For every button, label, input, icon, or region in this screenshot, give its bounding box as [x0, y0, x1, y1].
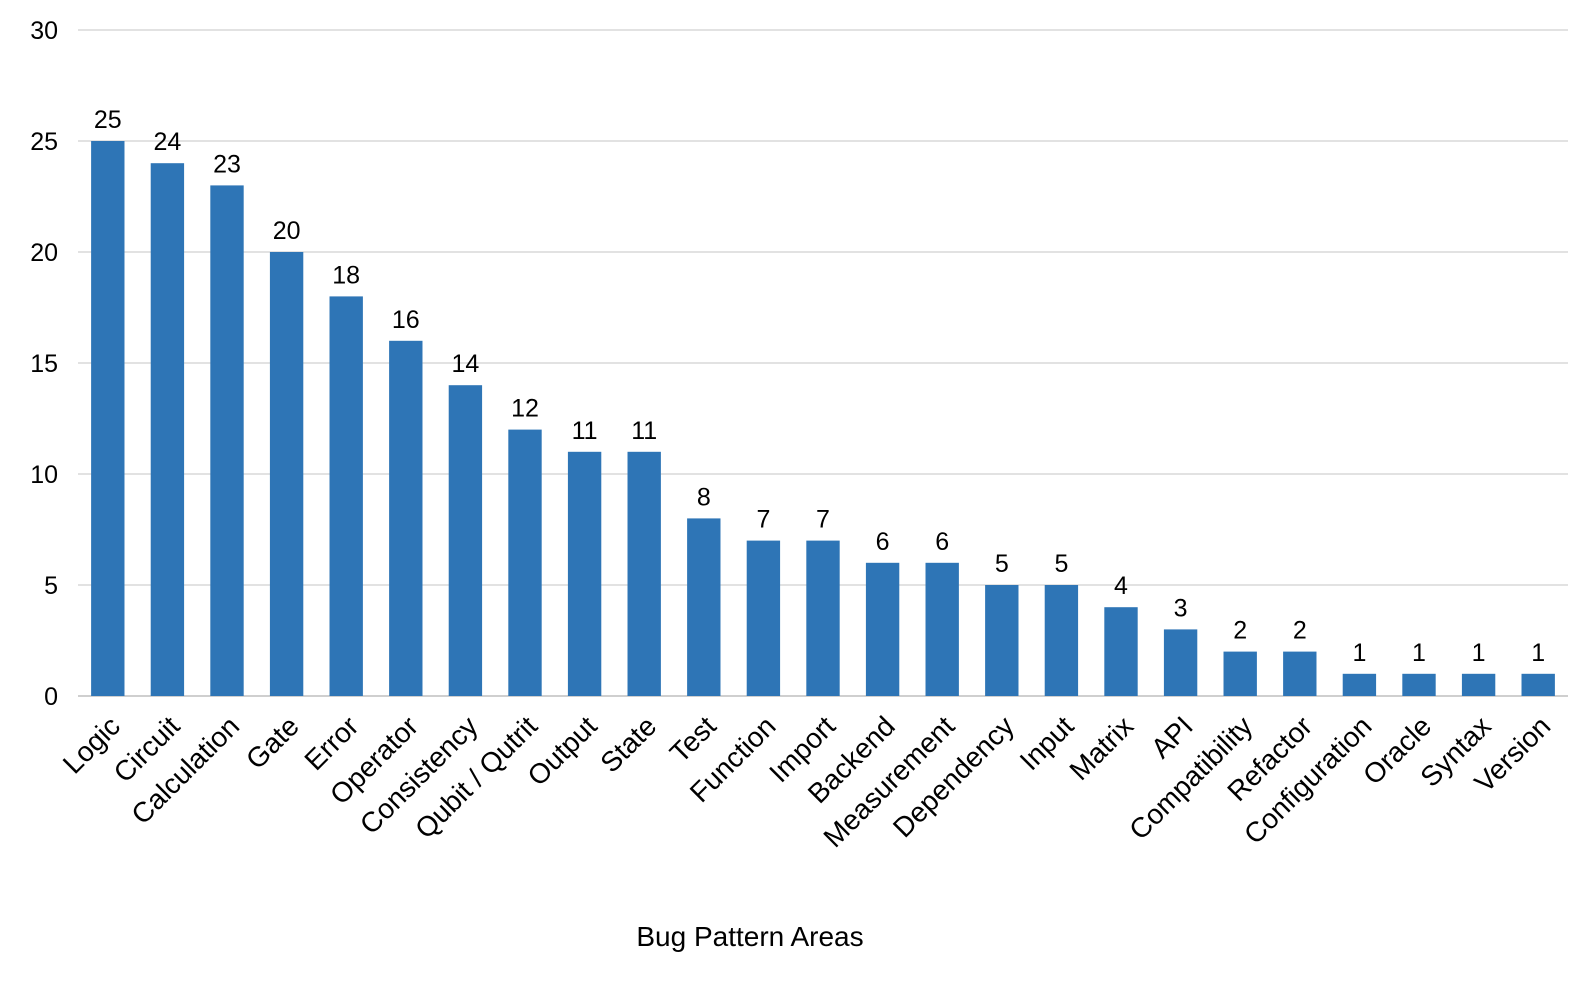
bar — [687, 518, 721, 696]
data-label: 4 — [1114, 572, 1128, 600]
bars — [91, 141, 1555, 696]
bar — [1402, 673, 1436, 696]
bar — [567, 451, 602, 696]
y-tick-label: 10 — [30, 461, 58, 489]
bar — [389, 340, 423, 696]
bar — [865, 562, 900, 696]
data-label: 12 — [511, 395, 539, 423]
data-label: 3 — [1174, 594, 1188, 622]
bar — [806, 540, 840, 696]
bar — [1044, 585, 1079, 696]
data-label: 6 — [935, 528, 949, 556]
data-label: 1 — [1472, 639, 1486, 667]
bar — [1163, 629, 1198, 696]
data-label: 16 — [392, 306, 420, 334]
bar — [925, 562, 959, 696]
bar — [1342, 673, 1377, 696]
data-label: 7 — [816, 506, 830, 534]
bar — [1283, 651, 1317, 696]
bar — [508, 429, 542, 696]
data-label: 1 — [1352, 639, 1366, 667]
bar — [1223, 651, 1257, 696]
y-axis-tick-labels: 0 5 10 15 20 25 30 — [30, 17, 58, 711]
y-tick-label: 15 — [30, 350, 58, 378]
data-label: 5 — [995, 550, 1009, 578]
bar — [627, 451, 661, 696]
data-label: 14 — [451, 350, 479, 378]
x-tick-label: Output — [521, 710, 603, 792]
bar — [448, 385, 483, 696]
data-label: 1 — [1412, 639, 1426, 667]
data-label: 2 — [1293, 617, 1307, 645]
bar — [985, 585, 1019, 696]
grid-lines — [78, 29, 1568, 697]
data-label: 2 — [1233, 617, 1247, 645]
data-label: 25 — [94, 106, 122, 134]
data-label: 5 — [1054, 550, 1068, 578]
x-axis-title: Bug Pattern Areas — [636, 921, 863, 952]
bar — [269, 252, 304, 696]
bar — [1104, 607, 1138, 696]
data-label: 23 — [213, 150, 241, 178]
data-label: 24 — [153, 128, 181, 156]
x-axis-category-labels: LogicCircuitCalculationGateErrorOperator… — [57, 710, 1557, 853]
data-label: 6 — [876, 528, 890, 556]
bar — [1521, 673, 1555, 696]
x-tick-label: Gate — [240, 710, 305, 775]
x-tick-label: State — [594, 710, 662, 778]
bar — [210, 185, 244, 696]
data-label: 1 — [1531, 639, 1545, 667]
y-tick-label: 0 — [44, 683, 58, 711]
y-tick-label: 5 — [44, 572, 58, 600]
data-label: 7 — [756, 506, 770, 534]
y-tick-label: 30 — [30, 17, 58, 45]
data-label: 11 — [572, 417, 598, 445]
bar — [746, 540, 781, 696]
bar — [329, 296, 363, 696]
bar — [150, 163, 185, 696]
x-tick-label: Matrix — [1063, 710, 1139, 786]
data-label: 11 — [631, 417, 657, 445]
data-label: 18 — [332, 261, 360, 289]
bar — [91, 141, 125, 696]
data-label: 20 — [273, 217, 301, 245]
bar — [1461, 673, 1496, 696]
y-tick-label: 20 — [30, 239, 58, 267]
data-label: 8 — [697, 483, 711, 511]
y-tick-label: 25 — [30, 128, 58, 156]
